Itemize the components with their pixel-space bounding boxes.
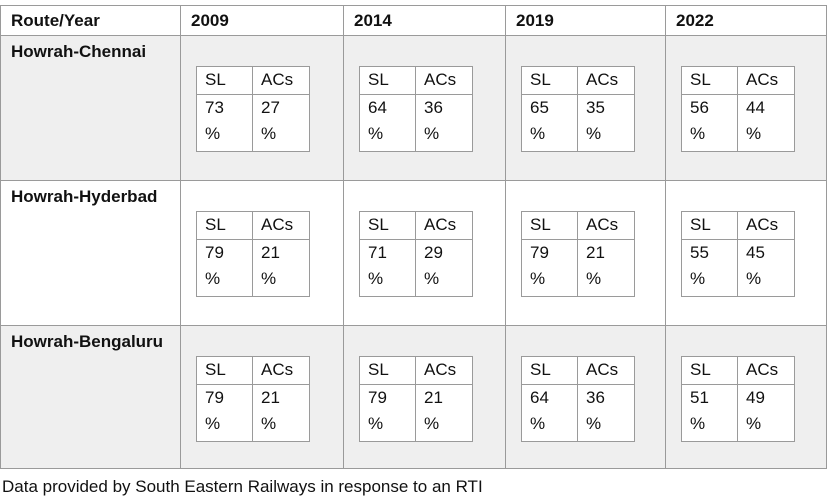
split-table: SL 65 % ACs 35 % [521, 66, 635, 152]
split-label: SL [360, 67, 416, 95]
route-cell: Howrah-Chennai [0, 35, 181, 181]
year-cell: SL 55 % ACs 45 % [665, 180, 827, 326]
split-value: 73 % [197, 95, 253, 151]
route-cell: Howrah-Hyderbad [0, 180, 181, 326]
split-table: SL 79 % ACs 21 % [196, 211, 310, 297]
split-value: 21 % [261, 388, 280, 433]
split-value: 36 % [586, 388, 605, 433]
split-value: 21 % [424, 388, 443, 433]
split-label: SL [360, 212, 416, 240]
split-value: 49 % [746, 388, 765, 433]
split-table: SL 79 % ACs 21 % [521, 211, 635, 297]
split-label: ACs [253, 212, 310, 240]
split-label: SL [522, 357, 578, 385]
year-cell: SL 65 % ACs 35 % [505, 35, 666, 181]
split-value: 27 % [261, 98, 280, 143]
header-cell: 2019 [505, 5, 666, 36]
split-label: ACs [253, 67, 310, 95]
split-table: SL 64 % ACs 36 % [521, 356, 635, 442]
split-value: 55 % [682, 240, 738, 296]
split-label: ACs [578, 357, 635, 385]
footnote: Data provided by South Eastern Railways … [2, 477, 483, 496]
header-cell: Route/Year [0, 5, 181, 36]
split-value: 79 % [360, 385, 416, 441]
split-table: SL 51 % ACs 49 % [681, 356, 795, 442]
header-cell: 2014 [343, 5, 506, 36]
split-label: SL [682, 67, 738, 95]
year-cell: SL 79 % ACs 21 % [180, 325, 344, 469]
split-label: SL [197, 357, 253, 385]
split-value: 29 % [424, 243, 443, 288]
year-cell: SL 79 % ACs 21 % [343, 325, 506, 469]
split-table: SL 64 % ACs 36 % [359, 66, 473, 152]
split-label: ACs [416, 212, 473, 240]
split-label: ACs [253, 357, 310, 385]
split-label: SL [682, 212, 738, 240]
split-label: ACs [738, 67, 795, 95]
split-table: SL 73 % ACs 27 % [196, 66, 310, 152]
year-cell: SL 73 % ACs 27 % [180, 35, 344, 181]
split-value: 21 % [261, 243, 280, 288]
split-label: ACs [578, 212, 635, 240]
split-label: ACs [416, 67, 473, 95]
split-value: 65 % [522, 95, 578, 151]
split-value: 79 % [197, 240, 253, 296]
year-cell: SL 64 % ACs 36 % [505, 325, 666, 469]
year-cell: SL 79 % ACs 21 % [505, 180, 666, 326]
split-label: ACs [738, 357, 795, 385]
split-value: 44 % [746, 98, 765, 143]
year-cell: SL 71 % ACs 29 % [343, 180, 506, 326]
route-cell: Howrah-Bengaluru [0, 325, 181, 469]
split-value: 71 % [360, 240, 416, 296]
split-value: 79 % [522, 240, 578, 296]
split-table: SL 79 % ACs 21 % [196, 356, 310, 442]
split-label: ACs [416, 357, 473, 385]
split-value: 45 % [746, 243, 765, 288]
year-cell: SL 79 % ACs 21 % [180, 180, 344, 326]
split-value: 35 % [586, 98, 605, 143]
split-label: SL [197, 67, 253, 95]
split-label: ACs [738, 212, 795, 240]
split-value: 64 % [360, 95, 416, 151]
split-label: ACs [578, 67, 635, 95]
split-table: SL 55 % ACs 45 % [681, 211, 795, 297]
header-cell: 2022 [665, 5, 827, 36]
split-value: 64 % [522, 385, 578, 441]
split-label: SL [360, 357, 416, 385]
header-cell: 2009 [180, 5, 344, 36]
split-label: SL [522, 212, 578, 240]
split-value: 36 % [424, 98, 443, 143]
year-cell: SL 51 % ACs 49 % [665, 325, 827, 469]
split-value: 21 % [586, 243, 605, 288]
split-value: 79 % [197, 385, 253, 441]
split-label: SL [682, 357, 738, 385]
split-table: SL 79 % ACs 21 % [359, 356, 473, 442]
split-label: SL [197, 212, 253, 240]
split-value: 56 % [682, 95, 738, 151]
split-table: SL 71 % ACs 29 % [359, 211, 473, 297]
split-table: SL 56 % ACs 44 % [681, 66, 795, 152]
split-value: 51 % [682, 385, 738, 441]
year-cell: SL 56 % ACs 44 % [665, 35, 827, 181]
split-label: SL [522, 67, 578, 95]
year-cell: SL 64 % ACs 36 % [343, 35, 506, 181]
